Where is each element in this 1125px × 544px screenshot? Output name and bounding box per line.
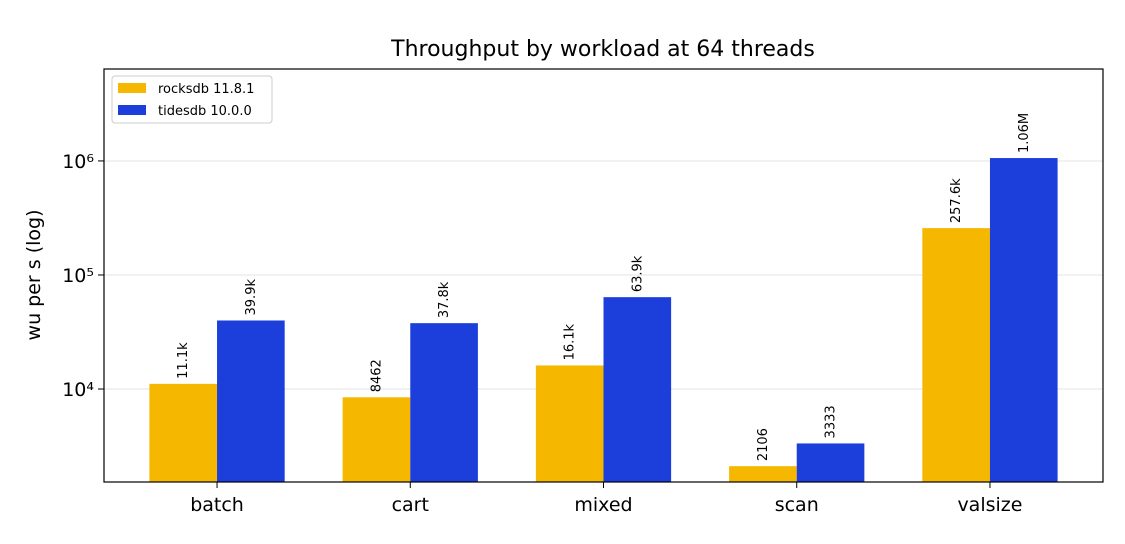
- x-tick-label: scan: [775, 494, 819, 516]
- bar: [217, 320, 285, 482]
- x-tick-label: mixed: [574, 494, 632, 516]
- value-label: 63.9k: [630, 255, 645, 292]
- plot-frame: [103, 68, 1104, 483]
- value-label: 11.1k: [176, 342, 191, 379]
- x-tick-label: cart: [392, 494, 429, 516]
- bar: [410, 323, 478, 482]
- value-label: 3333: [824, 405, 839, 438]
- y-axis-label: wu per s (log): [23, 210, 45, 341]
- x-tick-label: valsize: [957, 494, 1022, 516]
- bar: [989, 158, 1058, 482]
- chart-title: Throughput by workload at 64 threads: [390, 37, 815, 62]
- value-label: 1.06M: [1017, 113, 1032, 153]
- bar: [149, 383, 218, 482]
- bar: [535, 365, 604, 482]
- value-label: 39.9k: [244, 279, 259, 316]
- legend: rocksdb 11.8.1 tidesdb 10.0.0: [111, 75, 273, 124]
- legend-box: [111, 75, 273, 124]
- value-label: 16.1k: [563, 323, 578, 360]
- legend-swatch: [118, 83, 146, 93]
- legend-label: rocksdb 11.8.1: [158, 82, 254, 97]
- bar: [342, 397, 411, 482]
- legend-swatch: [118, 105, 146, 115]
- y-tick-label: 10⁵: [62, 265, 94, 287]
- value-label: 2106: [756, 428, 771, 461]
- y-tick-label: 10⁶: [62, 151, 94, 173]
- value-label: 8462: [369, 359, 384, 392]
- legend-label: tidesdb 10.0.0: [158, 104, 252, 119]
- bar: [796, 443, 865, 482]
- value-label: 37.8k: [437, 281, 452, 318]
- y-tick-label: 10⁴: [62, 379, 94, 401]
- value-label: 257.6k: [949, 178, 964, 223]
- bar: [922, 228, 990, 482]
- x-tick-label: batch: [190, 494, 244, 516]
- bar: [729, 466, 797, 482]
- bar: [603, 297, 672, 482]
